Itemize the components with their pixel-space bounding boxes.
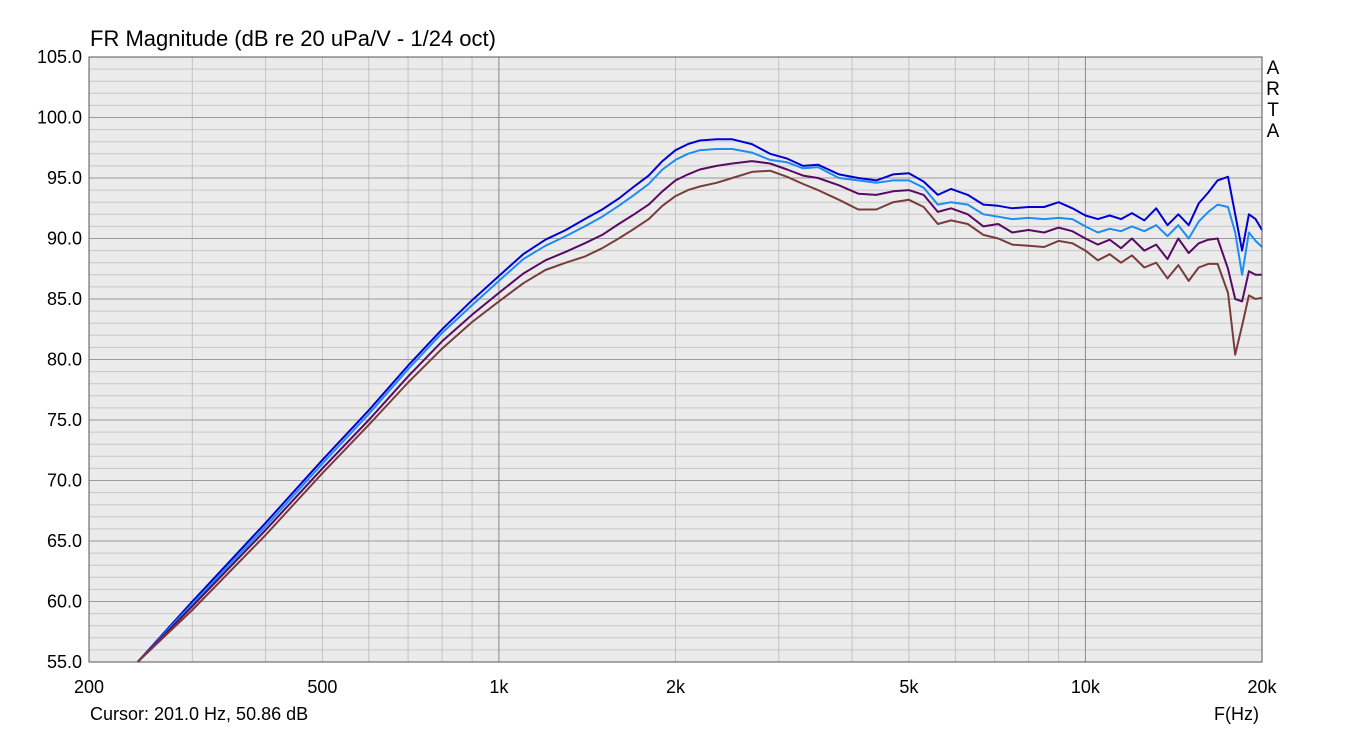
y-tick-label: 75.0 xyxy=(47,410,82,430)
x-axis-label: F(Hz) xyxy=(1214,704,1259,724)
cursor-readout: Cursor: 201.0 Hz, 50.86 dB xyxy=(90,704,309,724)
x-tick-labels: 200 500 1k 2k 5k 10k 20k xyxy=(74,677,1278,697)
grid-minor xyxy=(89,57,1262,662)
brand-letter: A xyxy=(1266,121,1280,142)
chart-title: FR Magnitude (dB re 20 uPa/V - 1/24 oct) xyxy=(90,26,496,51)
series-layer xyxy=(136,138,1263,663)
x-tick-label: 2k xyxy=(666,677,686,697)
y-tick-labels: 55.0 60.0 65.0 70.0 75.0 80.0 85.0 90.0 95.0 100.… xyxy=(37,47,82,672)
x-tick-label: 10k xyxy=(1071,677,1101,697)
x-tick-label: 200 xyxy=(74,677,104,697)
x-tick-label: 20k xyxy=(1247,677,1277,697)
x-tick-label: 5k xyxy=(899,677,919,697)
x-tick-label: 500 xyxy=(307,677,337,697)
y-tick-label: 70.0 xyxy=(47,471,82,491)
x-tick-label: 1k xyxy=(489,677,509,697)
y-tick-label: 90.0 xyxy=(47,229,82,249)
plot-frame xyxy=(88,56,1263,663)
series-line xyxy=(136,169,1263,663)
grid-major xyxy=(89,57,1262,662)
y-tick-label: 65.0 xyxy=(47,531,82,551)
brand-letter: A xyxy=(1266,58,1280,79)
y-tick-label: 95.0 xyxy=(47,168,82,188)
brand-letter: R xyxy=(1266,79,1280,100)
series-line xyxy=(136,138,1263,663)
y-tick-label: 105.0 xyxy=(37,47,82,67)
series-line xyxy=(136,160,1262,663)
y-tick-label: 60.0 xyxy=(47,592,82,612)
y-tick-label: 80.0 xyxy=(47,350,82,370)
y-tick-label: 100.0 xyxy=(37,108,82,128)
series-line xyxy=(136,148,1263,663)
y-tick-label: 85.0 xyxy=(47,289,82,309)
brand-label: A R T A xyxy=(1266,58,1280,142)
y-tick-label: 55.0 xyxy=(47,652,82,672)
brand-letter: T xyxy=(1267,100,1279,121)
